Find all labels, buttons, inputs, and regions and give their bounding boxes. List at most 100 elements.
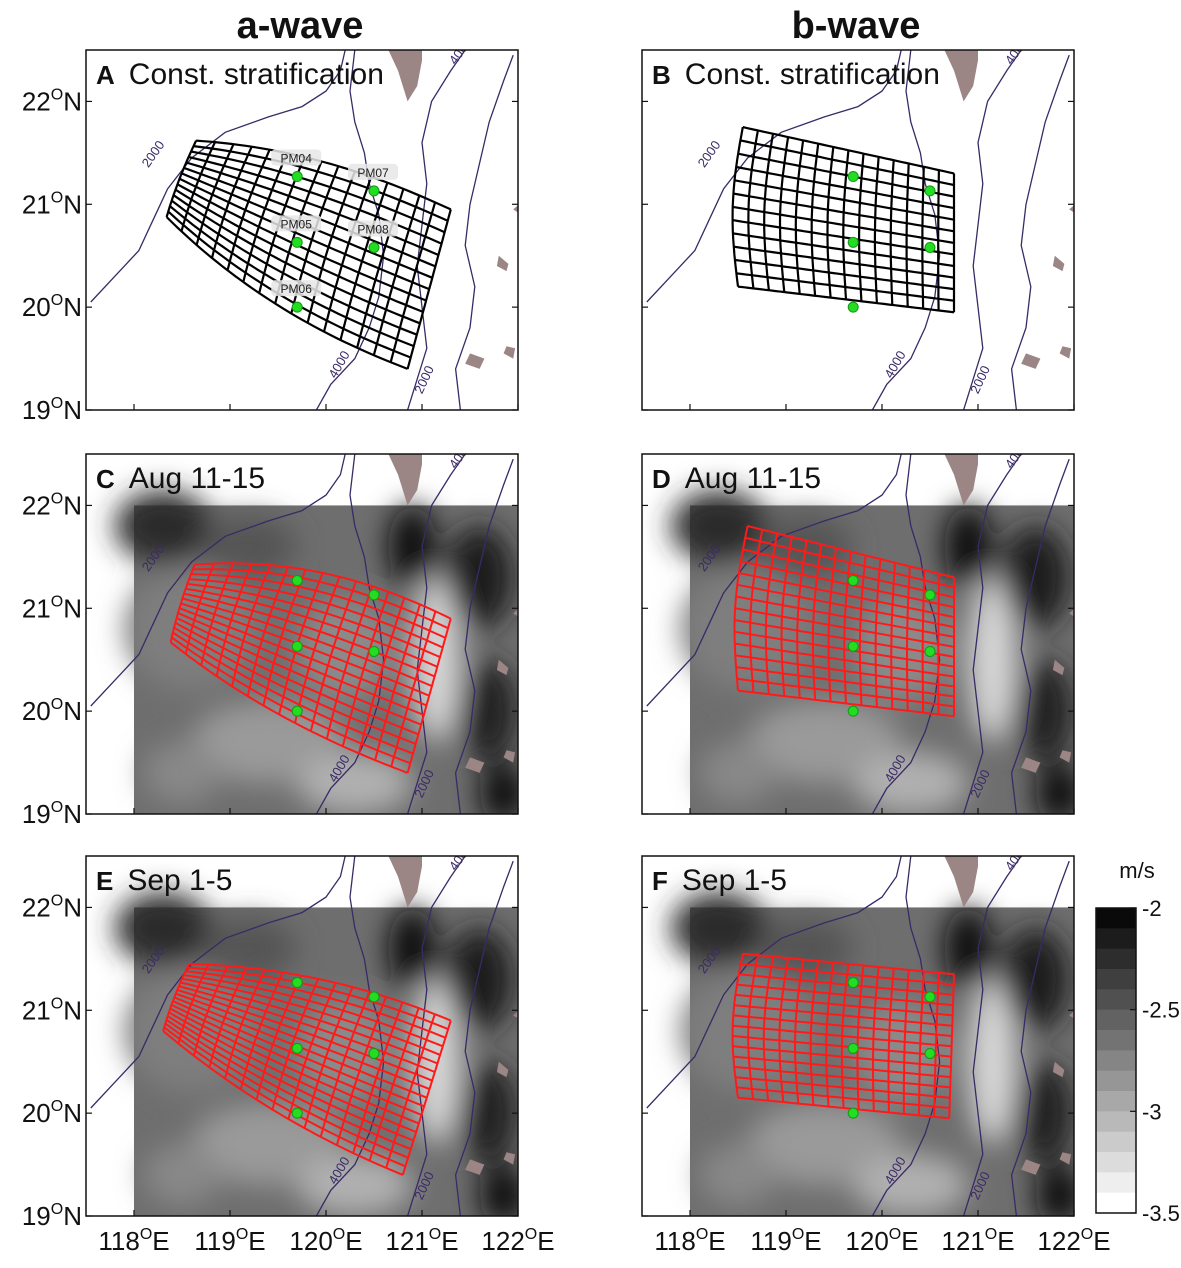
ray-path (176, 617, 422, 726)
land-islet (1069, 1011, 1074, 1019)
land-islet (1059, 750, 1072, 763)
contour-label: 2000 (411, 363, 437, 396)
wavefront-path (242, 152, 289, 283)
speed-field-patch (699, 742, 777, 804)
ray-path (188, 155, 442, 245)
station-marker (291, 640, 303, 652)
wavefront-path (937, 170, 940, 311)
wavefront-path (231, 564, 272, 687)
land-islet (1059, 346, 1072, 359)
wavefront-path (826, 146, 835, 298)
wavefront-path (733, 525, 749, 691)
colorbar-step (1096, 1172, 1136, 1194)
wavefront-path (406, 209, 452, 370)
panel-label: E Sep 1-5 (96, 864, 232, 897)
land-islet (503, 346, 516, 359)
panel-frame (641, 49, 1075, 411)
wavefront-path (731, 126, 744, 287)
y-tick-label: 21ON (22, 593, 82, 623)
panels-group: 2000 4000 2000 4000 PM04 PM05 PM06 PM07 PM08 A Con… (22, 35, 1111, 1256)
land-islet (1052, 255, 1065, 272)
ray-path (163, 1026, 406, 1168)
wavefront-path (200, 562, 235, 666)
bathymetry-contour (90, 856, 346, 1109)
speed-field-patch (1035, 762, 1074, 814)
station-marker (291, 1107, 303, 1119)
wavefront-path (180, 141, 216, 232)
wavefront-path (872, 966, 880, 1111)
ray-path (169, 641, 408, 774)
wavefront-path (921, 166, 925, 309)
wavefront-path (827, 547, 838, 702)
panel-label: F Sep 1-5 (652, 864, 787, 897)
land-taiwan (388, 856, 422, 908)
y-tick-label: 22ON (22, 490, 82, 520)
station-marker (291, 301, 303, 313)
station-label-box (271, 149, 322, 166)
contour-label: 4000 (446, 841, 475, 873)
land-islet (513, 205, 518, 213)
wavefront-path (224, 969, 266, 1079)
ray-path (172, 1000, 425, 1108)
x-tick-label: 118OE (98, 1226, 169, 1256)
speed-field-patch (757, 917, 854, 980)
speed-field-patch (143, 1144, 221, 1206)
colorbar-step (1096, 1030, 1136, 1051)
speed-field-patch (412, 577, 461, 742)
wavefront-path (906, 566, 911, 711)
y-tick-label: 19ON (22, 799, 82, 829)
speed-field-patch (446, 526, 514, 629)
contour-label: 4000 (1002, 439, 1031, 471)
ray-path (742, 126, 955, 175)
speed-field-patch (670, 490, 767, 562)
station-marker (847, 705, 859, 717)
ray-grid (169, 562, 452, 774)
colorbar-step (1096, 1152, 1136, 1173)
ray-path (190, 150, 446, 234)
wavefront-path (921, 570, 926, 713)
ray-path (194, 562, 452, 620)
ray-path (185, 587, 438, 668)
ray-path (168, 1011, 417, 1133)
wavefront-path (246, 566, 289, 697)
ray-path (183, 592, 435, 678)
ray-path (185, 970, 446, 1039)
station-marker (847, 301, 859, 313)
ray-path (196, 139, 452, 211)
station-label-box (271, 215, 322, 232)
colorbar-tick-label: -2.5 (1142, 998, 1180, 1023)
wavefront-path (294, 576, 341, 724)
wavefront-path (335, 996, 387, 1146)
panel-label: C Aug 11-15 (96, 462, 265, 495)
colorbar-step (1096, 1111, 1136, 1133)
panel-frame (641, 855, 1075, 1217)
ray-path (165, 216, 409, 370)
wavefront-path (177, 964, 210, 1044)
x-tick-label: 120OE (289, 1226, 362, 1256)
wavefront-path (165, 140, 198, 218)
column-title-a-wave: a-wave (237, 5, 364, 47)
colorbar-step (1096, 1050, 1136, 1072)
speed-field (670, 490, 1074, 814)
wavefront-path (325, 585, 374, 740)
land-islet (1021, 1159, 1041, 1175)
x-tick-label: 122OE (481, 1226, 554, 1256)
speed-field-patch (747, 1102, 902, 1186)
land-taiwan (944, 50, 978, 102)
wavefront-path (762, 956, 774, 1101)
land-islet (1052, 659, 1065, 676)
panel-label: B Const. stratification (652, 58, 940, 91)
wavefront-path (169, 564, 196, 643)
ray-path (173, 626, 417, 745)
column-title-b-wave: b-wave (792, 5, 921, 47)
wavefront-path (747, 955, 759, 1100)
contour-label: 4000 (1002, 35, 1031, 67)
land-islet (1052, 1061, 1065, 1078)
station-marker (291, 171, 303, 183)
station-marker (924, 991, 936, 1003)
